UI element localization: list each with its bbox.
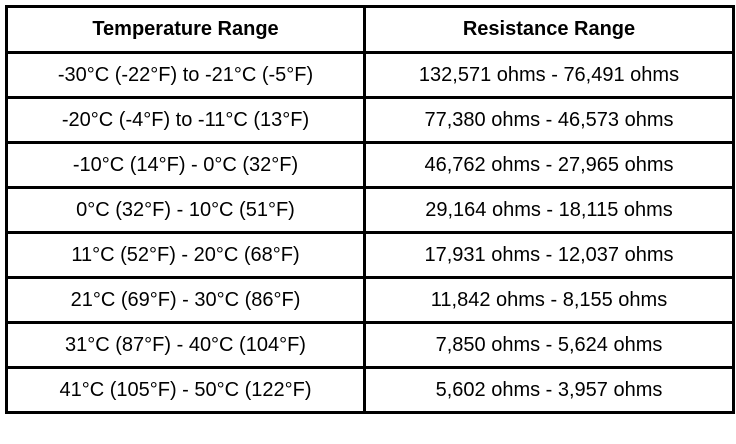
- temperature-cell: 41°C (105°F) - 50°C (122°F): [5, 366, 366, 414]
- resistance-cell: 132,571 ohms - 76,491 ohms: [363, 51, 735, 99]
- table-row: -20°C (-4°F) to -11°C (13°F) 77,380 ohms …: [5, 96, 735, 144]
- table-row: -10°C (14°F) - 0°C (32°F) 46,762 ohms - 2…: [5, 141, 735, 189]
- resistance-cell: 46,762 ohms - 27,965 ohms: [363, 141, 735, 189]
- resistance-cell: 77,380 ohms - 46,573 ohms: [363, 96, 735, 144]
- table-row: 31°C (87°F) - 40°C (104°F) 7,850 ohms - 5…: [5, 321, 735, 369]
- temperature-cell: -30°C (-22°F) to -21°C (-5°F): [5, 51, 366, 99]
- temperature-cell: -20°C (-4°F) to -11°C (13°F): [5, 96, 366, 144]
- resistance-cell: 11,842 ohms - 8,155 ohms: [363, 276, 735, 324]
- resistance-table: Temperature Range Resistance Range -30°C…: [5, 5, 735, 414]
- resistance-cell: 7,850 ohms - 5,624 ohms: [363, 321, 735, 369]
- temperature-cell: 31°C (87°F) - 40°C (104°F): [5, 321, 366, 369]
- resistance-cell: 29,164 ohms - 18,115 ohms: [363, 186, 735, 234]
- table-row: 11°C (52°F) - 20°C (68°F) 17,931 ohms - 1…: [5, 231, 735, 279]
- temperature-cell: -10°C (14°F) - 0°C (32°F): [5, 141, 366, 189]
- table-body: -30°C (-22°F) to -21°C (-5°F) 132,571 ohm…: [5, 51, 735, 414]
- header-row: Temperature Range Resistance Range: [5, 5, 735, 54]
- resistance-cell: 17,931 ohms - 12,037 ohms: [363, 231, 735, 279]
- table-row: 41°C (105°F) - 50°C (122°F) 5,602 ohms - …: [5, 366, 735, 414]
- header-cell: Resistance Range: [363, 5, 735, 54]
- temperature-cell: 0°C (32°F) - 10°C (51°F): [5, 186, 366, 234]
- table-header: Temperature Range Resistance Range: [5, 5, 735, 54]
- temperature-cell: 11°C (52°F) - 20°C (68°F): [5, 231, 366, 279]
- table-row: -30°C (-22°F) to -21°C (-5°F) 132,571 ohm…: [5, 51, 735, 99]
- temperature-cell: 21°C (69°F) - 30°C (86°F): [5, 276, 366, 324]
- table-row: 0°C (32°F) - 10°C (51°F) 29,164 ohms - 18…: [5, 186, 735, 234]
- resistance-cell: 5,602 ohms - 3,957 ohms: [363, 366, 735, 414]
- header-cell: Temperature Range: [5, 5, 366, 54]
- table-row: 21°C (69°F) - 30°C (86°F) 11,842 ohms - 8…: [5, 276, 735, 324]
